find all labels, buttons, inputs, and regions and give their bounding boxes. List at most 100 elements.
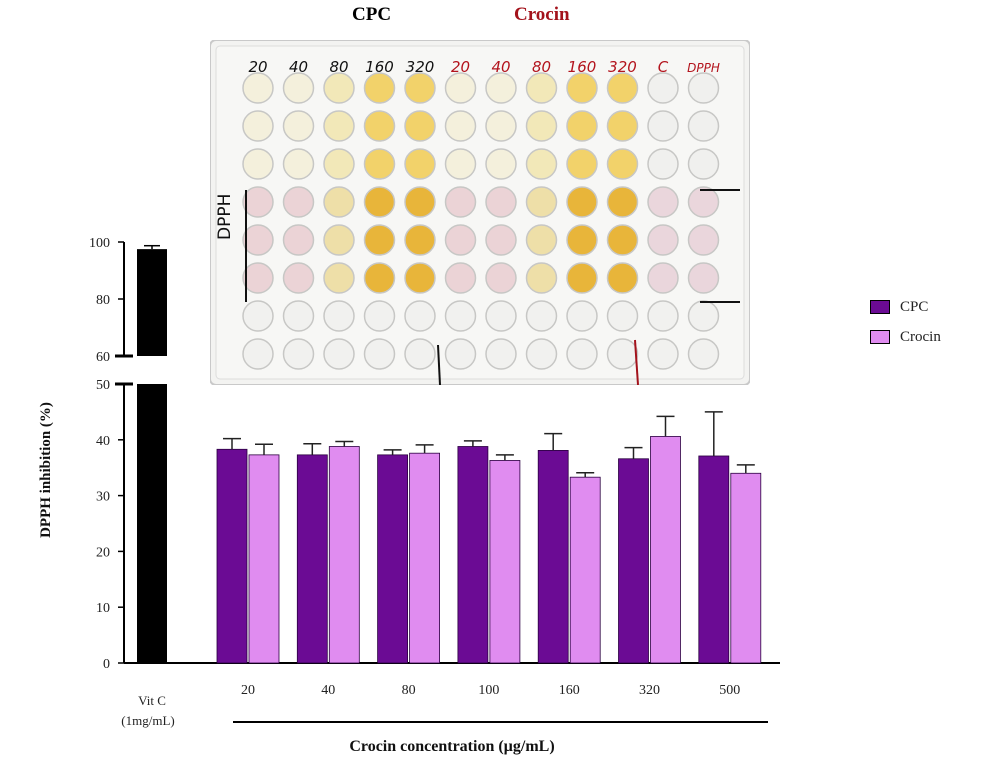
plate-well [485,224,517,256]
plate-well [647,72,679,104]
plate-well [282,262,315,294]
plate-side-label: DPPH [215,194,235,240]
plate-well [687,148,720,180]
x-label-control: Vit C [138,693,166,708]
plate-well [242,262,274,294]
plate-well [363,110,396,142]
plate-well [444,186,477,218]
plate-well [282,148,315,180]
plate-label-crocin: 160 [568,58,597,76]
plate-title-cpc: CPC [352,4,392,25]
y-tick-label: 0 [103,657,110,672]
y-tick-label: 20 [96,545,110,560]
plate-well [363,148,396,180]
plate-label-cpc: 160 [365,58,394,76]
plate-well [525,262,558,294]
plate-well [242,110,274,142]
bar-cpc-20 [216,448,248,664]
plate-well [363,262,396,294]
plate-well [404,338,436,370]
plate-well [485,72,517,104]
plate-well [606,110,639,142]
plate-label-crocin: DPPH [687,61,720,75]
plate-well [606,338,639,370]
bar-vitc [137,384,167,663]
plate-well [282,72,315,104]
plate-label-cpc: 20 [248,58,267,76]
plate-well [566,338,598,370]
legend-label-cpc: CPC [900,298,929,315]
bar-crocin-20 [248,454,280,664]
plate-well [282,224,315,256]
y-tick-label: 30 [96,490,110,505]
bar-crocin-80 [409,452,441,664]
well-plate-photo: 20 40 80 160 320 20 40 80 160 320 C DPPH DPPH [210,40,750,385]
plate-well [647,148,679,180]
x-tick-label: 20 [241,683,255,698]
plate-well [687,72,720,104]
plate-well [242,148,274,180]
bar-crocin-40 [328,446,360,664]
plate-well [647,224,679,256]
plate-label-crocin: 20 [451,58,470,76]
plate-label-crocin: 80 [532,58,551,76]
plate-well [323,224,355,256]
plate-label-crocin: C [658,58,669,76]
plate-well [566,262,598,294]
x-label-control-dose: (1mg/mL) [121,713,174,728]
plate-well [242,338,274,370]
plate-well [687,338,720,370]
x-tick-label: 80 [402,683,416,698]
plate-well [566,300,598,332]
plate-well [525,338,558,370]
plate-well [647,186,679,218]
x-axis-title: Crocin concentration (µg/mL) [349,738,554,755]
bar-cpc-80 [377,454,409,664]
y-tick-label: 40 [96,434,110,449]
plate-wells [242,72,720,370]
plate-well [485,186,517,218]
plate-well [242,300,274,332]
plate-well [606,262,639,294]
y-tick-label: 60 [96,350,110,365]
plate-well [525,72,558,104]
plate-well [687,110,720,142]
plate-well [444,338,477,370]
bar-crocin-500 [730,472,762,664]
plate-well [363,224,396,256]
plate-well [323,262,355,294]
plate-well [282,110,315,142]
plate-well [606,72,639,104]
bar-cpc-500 [698,455,730,664]
plate-well [404,300,436,332]
legend-item-crocin: Crocin [870,322,941,352]
plate-well [444,224,477,256]
plate-label-cpc: 320 [406,58,435,76]
plate-well [485,338,517,370]
plate-well [566,72,598,104]
bar-crocin-320 [650,436,681,664]
plate-well [323,72,355,104]
y-axis-title: DPPH inhibition (%) [38,402,54,538]
plate-label-cpc: 40 [289,58,308,76]
bar-vitc [137,249,167,356]
plate-well [404,186,436,218]
plate-well [323,148,355,180]
plate-well [525,148,558,180]
plate-well [444,72,477,104]
plate-well [404,72,436,104]
plate-well [404,148,436,180]
plate-well [485,262,517,294]
plate-well [606,148,639,180]
plate-well [444,300,477,332]
bar-cpc-160 [537,450,569,664]
plate-well [525,186,558,218]
chart-legend: CPC Crocin [870,292,941,352]
bar-cpc-40 [296,454,328,664]
legend-swatch-crocin [870,330,890,344]
plate-well [282,300,315,332]
y-tick-label: 50 [96,378,110,393]
plate-label-crocin: 40 [491,58,510,76]
plate-well [485,148,517,180]
legend-label-crocin: Crocin [900,328,941,345]
